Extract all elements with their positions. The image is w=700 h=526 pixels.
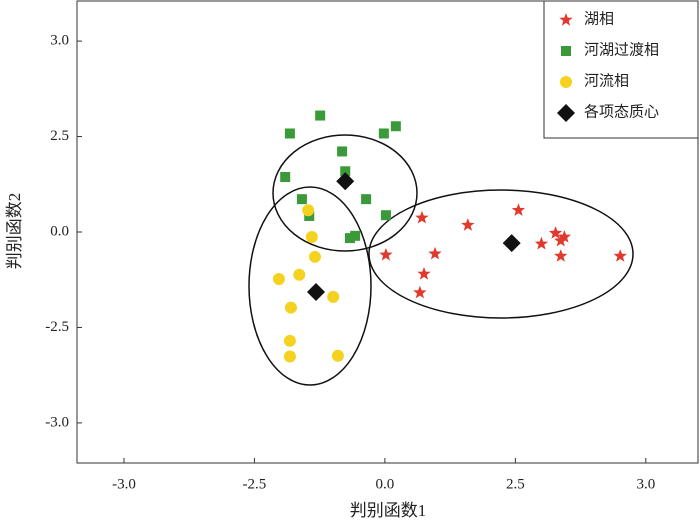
point (390, 121, 401, 132)
y-tick-label: -3.0 (45, 414, 69, 430)
x-tick-label: -3.0 (112, 476, 136, 492)
legend-marker (561, 46, 571, 56)
point (293, 268, 306, 281)
x-tick-label: 3.0 (636, 476, 655, 492)
point (379, 247, 393, 261)
point (284, 128, 295, 139)
point (361, 194, 372, 205)
point (413, 285, 427, 299)
point (417, 267, 431, 280)
y-axis-title: 判别函数2 (5, 193, 24, 270)
point (296, 194, 307, 205)
point (378, 128, 389, 139)
y-tick-label: -2.5 (45, 319, 69, 335)
legend-marker (557, 104, 575, 122)
y-tick-label: 3.0 (50, 33, 69, 49)
point (302, 204, 315, 217)
point (283, 350, 296, 363)
x-tick-label: 2.5 (506, 476, 525, 492)
point (305, 230, 318, 243)
legend-label: 湖相 (584, 10, 614, 27)
y-tick-label: 0.0 (50, 223, 69, 239)
point (327, 290, 340, 303)
point (511, 203, 526, 216)
point (613, 249, 627, 262)
point (428, 246, 442, 260)
point (502, 234, 521, 253)
point (548, 226, 563, 239)
point (415, 210, 429, 224)
group-ellipse (272, 134, 418, 252)
x-axis-title: 判别函数1 (350, 501, 427, 520)
group-ellipse (368, 189, 634, 319)
point (308, 250, 321, 263)
point (380, 210, 391, 221)
point (554, 249, 568, 262)
point (344, 233, 355, 244)
y-tick-label: 2.5 (50, 128, 69, 144)
legend-label: 各项态质心 (584, 103, 659, 120)
point (280, 172, 291, 183)
point (337, 146, 348, 157)
point (283, 334, 296, 347)
legend-label: 河流相 (584, 72, 629, 89)
point (340, 166, 351, 177)
point (315, 110, 326, 121)
point (554, 233, 568, 247)
point (557, 230, 572, 243)
point (284, 301, 297, 314)
point (534, 236, 549, 250)
x-tick-label: 0.0 (376, 476, 395, 492)
point (307, 282, 326, 301)
point (350, 230, 361, 241)
point (336, 172, 355, 191)
legend-label: 河湖过渡相 (584, 41, 659, 58)
point (331, 349, 344, 362)
point (272, 272, 285, 285)
legend-marker (559, 13, 573, 26)
legend-marker (560, 76, 572, 88)
group-ellipse (248, 186, 372, 386)
point (461, 218, 475, 231)
x-tick-label: -2.5 (243, 476, 267, 492)
